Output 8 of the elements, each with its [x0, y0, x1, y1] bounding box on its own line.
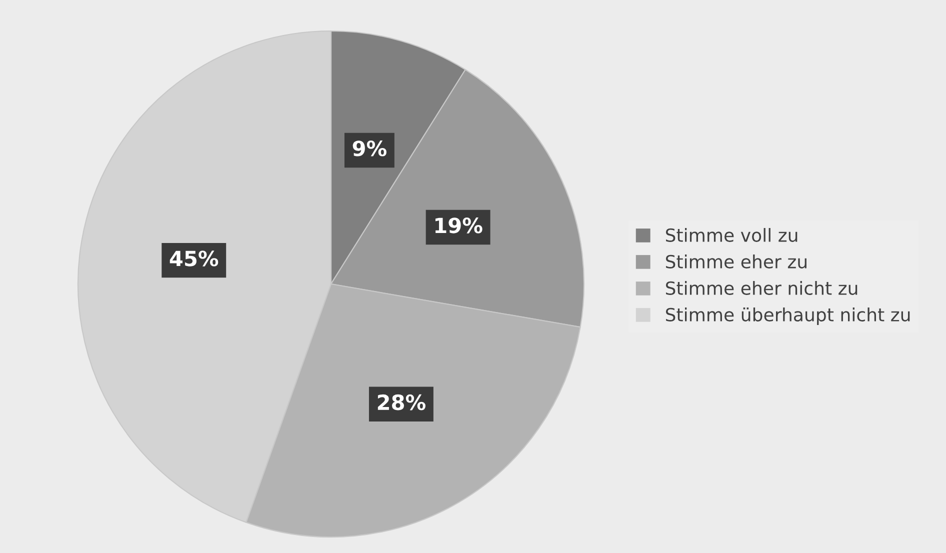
data-label: 19%	[435, 218, 482, 234]
data-label: 45%	[170, 250, 218, 266]
legend-label: Stimme eher zu	[666, 254, 806, 268]
legend-label: Stimme voll zu	[666, 228, 798, 242]
data-label: 9%	[352, 140, 386, 156]
legend-label: Stimme eher nicht zu	[666, 281, 858, 295]
legend-label: Stimme überhaupt nicht zu	[666, 308, 910, 325]
data-label: 28%	[378, 394, 426, 410]
